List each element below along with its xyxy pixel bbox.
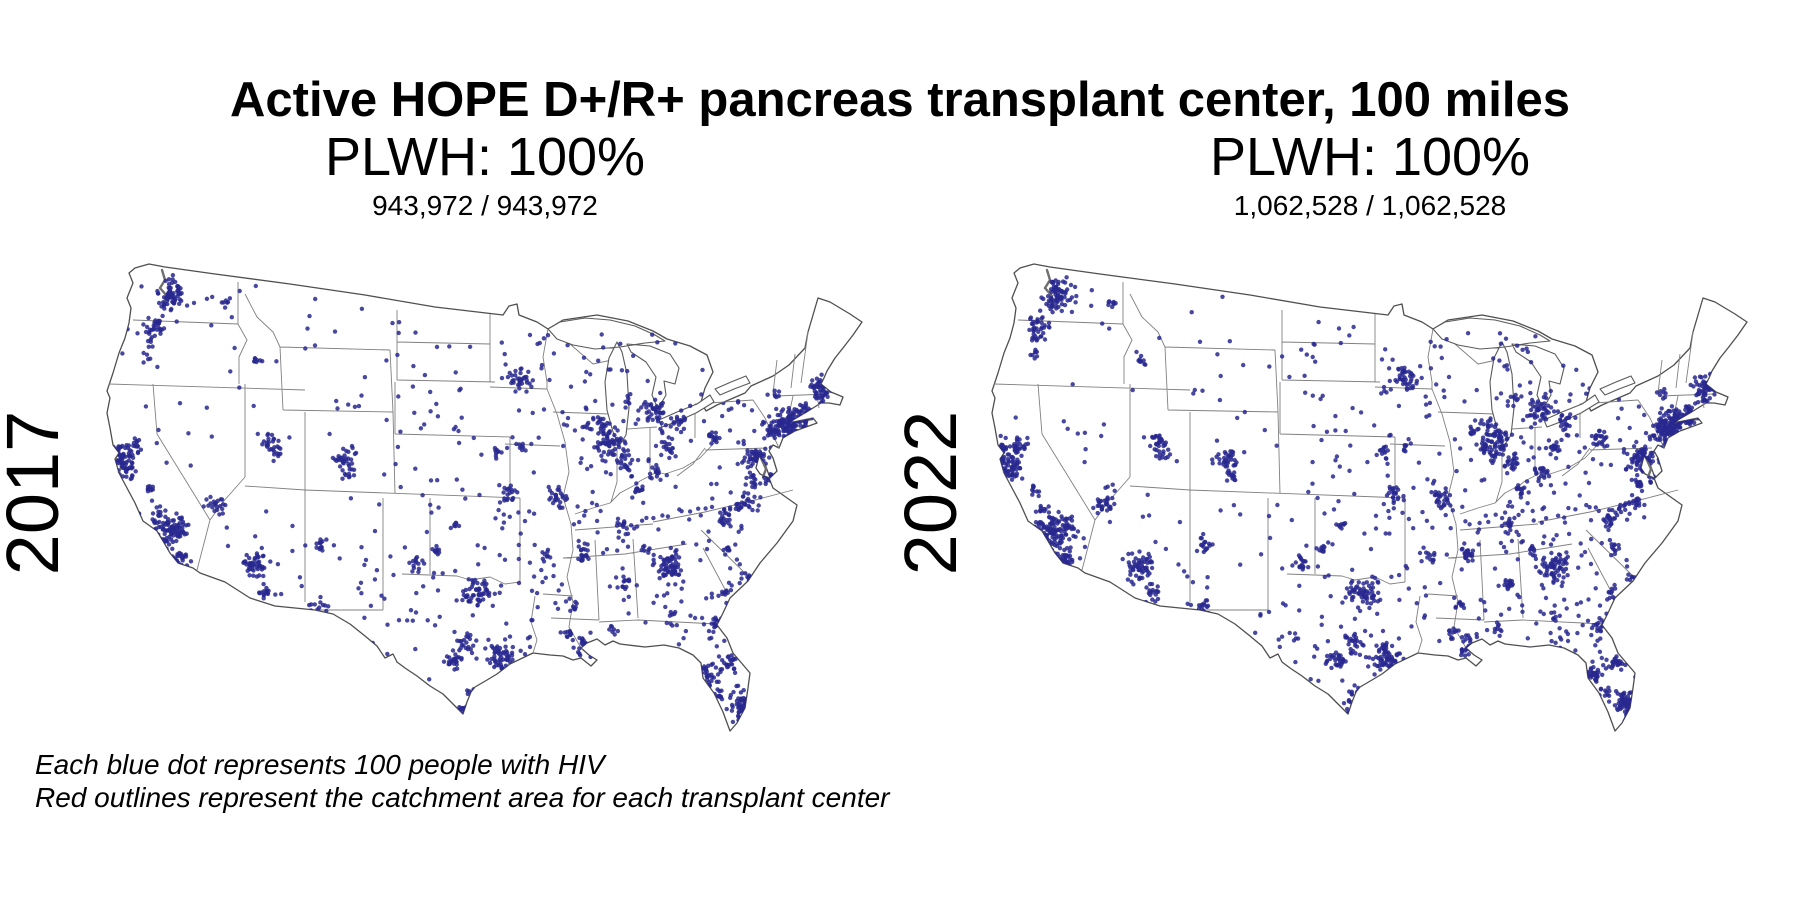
year-label-2022: 2022 [889,410,972,576]
hiv-dot-layer-2022 [992,275,1726,728]
coverage-counts-2017: 943,972 / 943,972 [372,190,598,221]
plwh-coverage-label-2022: PLWH: 100% [1209,127,1531,187]
us-outline [991,263,1748,732]
figure-footnotes: Each blue dot represents 100 people with… [35,748,890,814]
footnote-dot-legend: Each blue dot represents 100 people with… [35,749,605,780]
footnote-catchment-legend: Red outlines represent the catchment are… [35,782,890,814]
year-label-2017: 2017 [0,410,74,576]
us-map-2017 [106,263,863,732]
coverage-counts-2022: 1,062,528 / 1,062,528 [1233,190,1507,221]
us-map-2022 [991,263,1748,732]
plwh-coverage-label-2017: PLWH: 100% [324,127,646,187]
figure-title: Active HOPE D+/R+ pancreas transplant ce… [230,73,1570,127]
